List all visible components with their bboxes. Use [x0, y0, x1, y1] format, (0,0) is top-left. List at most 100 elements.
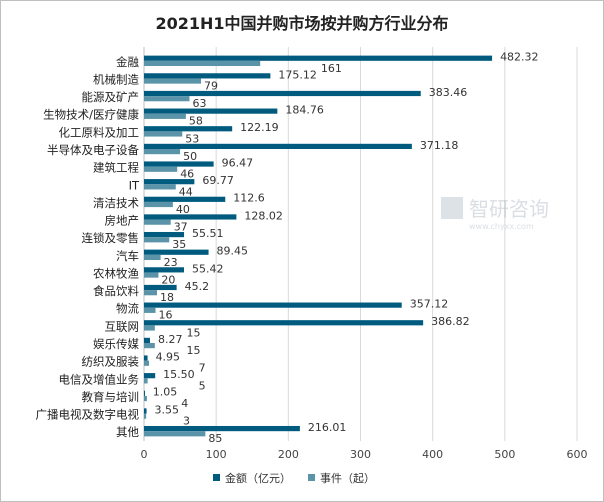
data-label: 69.77 — [202, 174, 234, 187]
x-tick-label: 300 — [350, 448, 371, 461]
bar — [144, 96, 190, 102]
bar — [144, 325, 155, 331]
bar — [144, 267, 184, 273]
data-label: 35 — [172, 238, 186, 251]
data-label: 44 — [179, 185, 193, 198]
bar — [144, 413, 147, 419]
bar — [144, 284, 177, 291]
category-label: 农林牧渔 — [93, 266, 139, 280]
data-label: 383.46 — [429, 86, 468, 99]
bar — [144, 113, 186, 119]
data-label: 55.51 — [192, 227, 224, 240]
bar — [144, 179, 195, 185]
data-label: 37 — [174, 221, 188, 234]
bar — [144, 395, 147, 402]
category-label: 房地产 — [105, 214, 140, 228]
bar — [144, 214, 237, 220]
bar — [144, 307, 156, 313]
data-label: 45.2 — [185, 280, 210, 293]
bar — [144, 373, 156, 379]
x-tick-label: 0 — [141, 448, 148, 461]
bar — [144, 360, 150, 366]
data-label: 3.55 — [155, 403, 180, 416]
data-label: 20 — [161, 273, 175, 286]
watermark: 智研咨询 www.chyxx.com — [441, 197, 549, 231]
category-label: 广播电视及数字电视 — [36, 408, 140, 422]
category-label: 清洁技术 — [93, 196, 139, 210]
bar — [144, 196, 226, 202]
data-label: 1.05 — [153, 386, 178, 399]
bar — [144, 431, 206, 437]
bar — [144, 131, 183, 137]
bar — [144, 254, 161, 261]
data-label: 79 — [204, 79, 218, 92]
data-label: 8.27 — [158, 333, 183, 346]
x-tick-label: 600 — [567, 448, 588, 461]
legend-swatch — [213, 474, 220, 481]
category-label: 电信及增值业务 — [59, 372, 140, 386]
bar — [144, 378, 148, 384]
bar — [144, 337, 150, 343]
category-label: IT — [129, 178, 140, 192]
data-label: 4.95 — [156, 350, 181, 363]
data-label: 55.42 — [192, 262, 224, 275]
data-label: 175.12 — [278, 68, 317, 81]
x-tick-label: 200 — [278, 448, 299, 461]
bar — [144, 390, 145, 396]
data-label: 23 — [164, 256, 178, 269]
bar — [144, 90, 421, 97]
data-label: 112.6 — [233, 192, 265, 205]
bar — [144, 355, 148, 361]
bar — [144, 60, 261, 67]
data-label: 15 — [186, 344, 200, 357]
category-label: 互联网 — [105, 319, 140, 333]
bar — [144, 78, 202, 84]
bar — [144, 320, 424, 326]
bar — [144, 219, 171, 225]
data-label: 5 — [199, 379, 206, 392]
data-label: 216.01 — [308, 421, 347, 434]
category-label: 建筑工程 — [93, 161, 139, 175]
data-label: 7 — [199, 362, 206, 375]
bar — [144, 231, 185, 238]
category-label: 纺织及服装 — [82, 355, 140, 369]
x-tick-label: 500 — [494, 448, 515, 461]
data-label: 357.12 — [410, 298, 449, 311]
category-label: 化工原料及加工 — [59, 125, 140, 139]
data-label: 53 — [185, 132, 199, 145]
data-label: 85 — [208, 432, 222, 445]
data-label: 50 — [183, 150, 197, 163]
bar — [144, 108, 278, 114]
bar — [144, 237, 170, 243]
data-label: 15.50 — [163, 368, 195, 381]
category-label: 教育与培训 — [82, 390, 140, 404]
data-label: 46 — [180, 168, 194, 181]
legend-label: 金额（亿元） — [225, 471, 291, 485]
category-label: 娱乐传媒 — [93, 337, 139, 351]
category-label: 汽车 — [116, 249, 139, 263]
svg-text:智研咨询: 智研咨询 — [469, 197, 549, 221]
data-label: 58 — [189, 115, 203, 128]
bar — [144, 408, 147, 414]
bar — [144, 149, 181, 155]
data-label: 89.45 — [217, 245, 249, 258]
category-label: 其他 — [116, 425, 139, 439]
legend-label: 事件（起） — [320, 472, 375, 485]
category-label: 金融 — [116, 55, 139, 69]
bar — [144, 143, 412, 149]
data-label: 386.82 — [431, 315, 470, 328]
category-label: 物流 — [116, 302, 139, 316]
data-label: 371.18 — [420, 139, 459, 152]
bar — [144, 161, 214, 167]
x-tick-label: 400 — [422, 448, 443, 461]
category-label: 生物技术/医疗健康 — [43, 108, 139, 122]
bar — [144, 184, 176, 190]
x-tick-label: 100 — [206, 448, 227, 461]
category-label: 半导体及电子设备 — [47, 143, 139, 157]
bar — [144, 425, 300, 432]
data-label: 4 — [181, 397, 188, 410]
legend-swatch — [308, 474, 315, 481]
data-label: 18 — [160, 291, 174, 304]
